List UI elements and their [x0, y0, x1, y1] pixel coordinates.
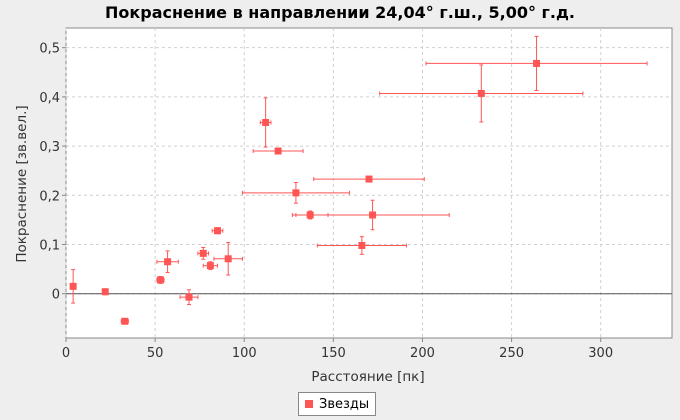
- y-tick-label: 0,1: [39, 239, 60, 254]
- legend-marker-icon: [305, 400, 313, 408]
- x-tick-label: 50: [147, 346, 164, 361]
- data-point: [241, 182, 350, 204]
- y-tick-label: 0,2: [39, 189, 60, 204]
- point-marker: [156, 276, 164, 284]
- data-point: [316, 236, 407, 255]
- legend-label: Звезды: [319, 396, 370, 412]
- y-tick-label: 0,4: [39, 91, 60, 106]
- point-marker: [206, 262, 214, 270]
- x-tick-label: 300: [588, 346, 613, 361]
- chart-title: Покраснение в направлении 24,04° г.ш., 5…: [105, 3, 575, 22]
- point-marker: [365, 175, 373, 183]
- point-marker: [274, 147, 282, 155]
- x-axis-label: Расстояние [пк]: [311, 369, 424, 385]
- data-point: [156, 250, 179, 274]
- data-point: [156, 275, 165, 284]
- legend[interactable]: Звезды: [298, 392, 377, 416]
- point-marker: [199, 249, 207, 257]
- data-point: [379, 64, 584, 123]
- point-marker: [533, 59, 541, 67]
- point-marker: [121, 317, 129, 325]
- x-tick-label: 100: [232, 346, 257, 361]
- y-tick-label: 0,5: [39, 42, 60, 57]
- y-tick-label: 0: [52, 288, 60, 303]
- point-marker: [358, 241, 366, 249]
- data-point: [211, 227, 224, 235]
- data-points: [69, 35, 648, 325]
- point-marker: [69, 282, 77, 290]
- x-tick-label: 150: [321, 346, 346, 361]
- point-marker: [224, 255, 232, 263]
- data-point: [252, 147, 304, 155]
- x-tick-label: 200: [410, 346, 435, 361]
- x-tick-label: 0: [62, 346, 70, 361]
- data-point: [197, 246, 210, 260]
- point-marker: [164, 258, 172, 266]
- point-marker: [185, 293, 193, 301]
- data-point: [179, 289, 199, 306]
- point-marker: [292, 189, 300, 197]
- y-axis-label: Покраснение [зв.вел.]: [14, 105, 30, 262]
- data-point: [120, 317, 129, 325]
- y-axis-ticks: 0 0,1 0,2 0,3 0,4 0,5: [39, 42, 66, 303]
- point-marker: [477, 89, 485, 97]
- point-marker: [369, 211, 377, 219]
- point-marker: [101, 288, 109, 296]
- data-point: [259, 97, 272, 148]
- point-marker: [262, 118, 270, 126]
- data-point: [69, 269, 77, 304]
- data-point: [313, 175, 425, 183]
- data-point: [295, 199, 450, 231]
- point-marker: [214, 227, 221, 235]
- data-point: [101, 288, 109, 296]
- x-tick-label: 250: [499, 346, 524, 361]
- plot-area: [65, 27, 673, 339]
- data-point: [425, 35, 648, 91]
- data-point: [202, 261, 218, 271]
- x-axis-ticks: 0 50 100 150 200 250 300: [62, 338, 613, 361]
- data-point: [213, 242, 243, 276]
- y-tick-label: 0,3: [39, 140, 60, 155]
